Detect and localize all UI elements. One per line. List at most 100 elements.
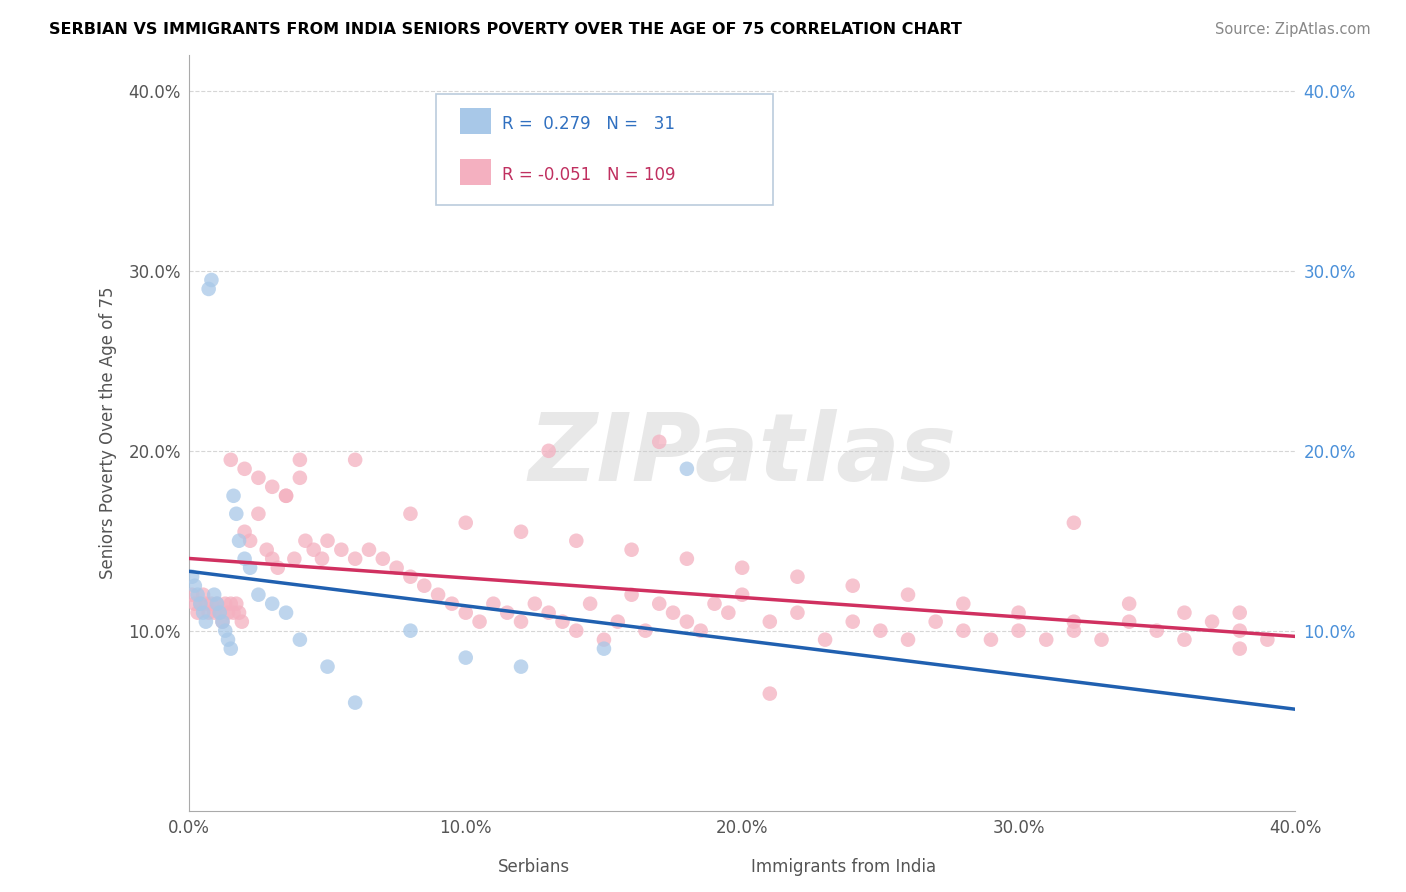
Point: [214, 597, 236, 611]
Point: [233, 462, 256, 476]
Point: [344, 696, 367, 710]
Point: [924, 615, 946, 629]
Point: [620, 588, 643, 602]
Point: [219, 452, 242, 467]
Point: [184, 597, 207, 611]
Point: [217, 606, 239, 620]
Text: Source: ZipAtlas.com: Source: ZipAtlas.com: [1215, 22, 1371, 37]
Point: [274, 489, 297, 503]
Point: [468, 615, 491, 629]
Point: [703, 597, 725, 611]
Point: [814, 632, 837, 647]
Point: [648, 597, 671, 611]
Point: [233, 551, 256, 566]
Point: [676, 551, 699, 566]
Point: [191, 588, 214, 602]
Point: [1007, 624, 1029, 638]
Point: [454, 516, 477, 530]
Point: [214, 624, 236, 638]
Point: [190, 597, 212, 611]
Point: [217, 632, 239, 647]
Point: [897, 632, 920, 647]
Point: [1118, 615, 1140, 629]
Point: [482, 597, 505, 611]
Point: [191, 606, 214, 620]
Point: [190, 597, 212, 611]
Point: [1007, 606, 1029, 620]
Point: [181, 588, 204, 602]
Point: [184, 579, 207, 593]
Point: [620, 542, 643, 557]
Point: [228, 606, 250, 620]
Point: [294, 533, 316, 548]
Point: [759, 687, 782, 701]
Point: [288, 471, 311, 485]
Point: [1063, 624, 1085, 638]
Text: R = -0.051   N = 109: R = -0.051 N = 109: [502, 166, 675, 184]
Point: [510, 615, 533, 629]
Point: [1118, 597, 1140, 611]
Point: [222, 606, 245, 620]
Point: [565, 624, 588, 638]
Point: [219, 641, 242, 656]
Point: [952, 597, 974, 611]
Point: [759, 615, 782, 629]
Text: SERBIAN VS IMMIGRANTS FROM INDIA SENIORS POVERTY OVER THE AGE OF 75 CORRELATION : SERBIAN VS IMMIGRANTS FROM INDIA SENIORS…: [49, 22, 962, 37]
Point: [1090, 632, 1112, 647]
Point: [247, 507, 270, 521]
Text: ZIPatlas: ZIPatlas: [529, 409, 956, 501]
Point: [231, 615, 253, 629]
Point: [731, 588, 754, 602]
Point: [579, 597, 602, 611]
Point: [399, 570, 422, 584]
Point: [551, 615, 574, 629]
Point: [371, 551, 394, 566]
Text: R =  0.279   N =   31: R = 0.279 N = 31: [502, 115, 675, 133]
Point: [239, 560, 262, 574]
Point: [274, 606, 297, 620]
Point: [344, 551, 367, 566]
Point: [606, 615, 628, 629]
Point: [427, 588, 450, 602]
Point: [980, 632, 1002, 647]
Point: [311, 551, 333, 566]
Point: [399, 507, 422, 521]
Point: [952, 624, 974, 638]
Point: [1063, 516, 1085, 530]
Point: [208, 606, 231, 620]
Point: [194, 615, 217, 629]
Point: [205, 597, 228, 611]
Point: [357, 542, 380, 557]
Text: Serbians: Serbians: [498, 858, 571, 876]
Point: [197, 606, 219, 620]
Point: [841, 615, 863, 629]
Point: [239, 533, 262, 548]
Point: [211, 615, 233, 629]
Point: [841, 579, 863, 593]
Point: [233, 524, 256, 539]
Point: [262, 597, 284, 611]
Point: [187, 588, 209, 602]
Point: [454, 650, 477, 665]
Point: [593, 641, 616, 656]
Point: [228, 533, 250, 548]
Point: [222, 489, 245, 503]
Point: [208, 606, 231, 620]
Point: [1063, 615, 1085, 629]
Point: [344, 452, 367, 467]
Point: [1256, 632, 1278, 647]
Point: [537, 443, 560, 458]
Point: [288, 632, 311, 647]
Point: [1229, 624, 1251, 638]
Point: [202, 588, 225, 602]
Point: [1229, 606, 1251, 620]
Point: [523, 597, 546, 611]
Point: [676, 462, 699, 476]
Point: [211, 615, 233, 629]
Point: [510, 659, 533, 673]
Point: [662, 606, 685, 620]
Point: [399, 624, 422, 638]
Point: [262, 551, 284, 566]
Point: [1173, 632, 1195, 647]
Point: [200, 273, 222, 287]
